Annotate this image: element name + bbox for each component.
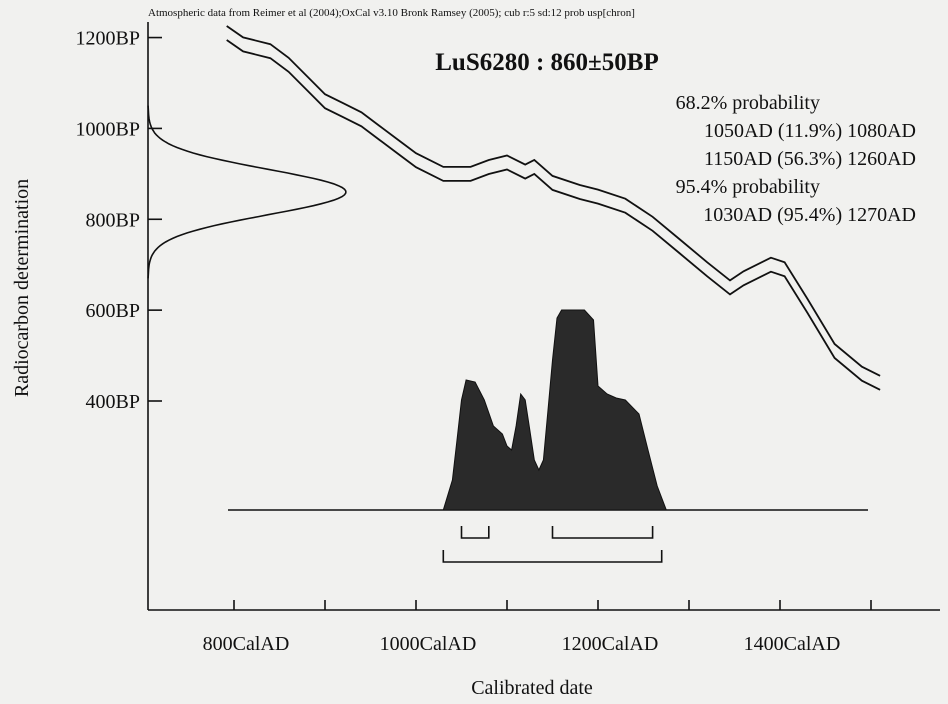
radiocarbon-distribution — [147, 105, 347, 279]
range-bracket-95 — [442, 550, 663, 563]
y-axis-label: Radiocarbon determination — [11, 179, 33, 397]
radiocarbon-gaussian — [147, 105, 347, 279]
annotation-68-range-2: 1150AD (56.3%) 1260AD — [704, 148, 916, 170]
probability-ranges — [442, 526, 663, 563]
x-axis-ticks: 800CalAD 1000CalAD 1200CalAD 1400CalAD — [203, 600, 872, 655]
y-tick-label: 600BP — [86, 300, 140, 322]
chart-header: Atmospheric data from Reimer et al (2004… — [148, 7, 635, 19]
x-tick-label: 800CalAD — [203, 633, 290, 655]
y-axis-ticks: 400BP 600BP 800BP 1000BP 1200BP — [76, 28, 162, 413]
annotation-95-heading: 95.4% probability — [676, 176, 820, 198]
annotation-68-heading: 68.2% probability — [676, 92, 820, 114]
calibration-curve — [226, 25, 881, 391]
range-bracket-68 — [460, 526, 490, 539]
y-tick-label: 400BP — [86, 391, 140, 413]
annotation-95-range-1: 1030AD (95.4%) 1270AD — [703, 204, 916, 226]
y-tick-label: 1000BP — [76, 118, 140, 140]
range-bracket-68 — [551, 526, 654, 539]
x-tick-label: 1200CalAD — [562, 633, 659, 655]
plot-axes — [147, 22, 940, 611]
x-tick-label: 1000CalAD — [380, 633, 477, 655]
chart-title: LuS6280 : 860±50BP — [435, 49, 658, 76]
x-tick-label: 1400CalAD — [744, 633, 841, 655]
annotation-68-range-1: 1050AD (11.9%) 1080AD — [704, 120, 916, 142]
x-axis-label: Calibrated date — [471, 677, 593, 699]
calibration-curve-lower — [226, 39, 881, 391]
calibrated-probability-area — [228, 309, 868, 511]
calibration-curve-upper — [226, 25, 881, 377]
y-tick-label: 1200BP — [76, 28, 140, 50]
y-tick-label: 800BP — [86, 209, 140, 231]
calibrated-probability-fill — [442, 309, 668, 511]
